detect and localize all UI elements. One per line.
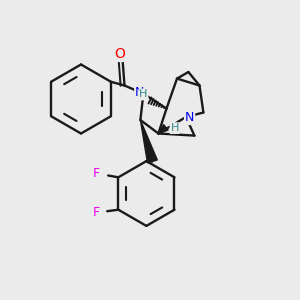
Polygon shape	[140, 120, 157, 163]
Text: N: N	[135, 85, 145, 99]
Text: F: F	[92, 206, 99, 219]
Text: O: O	[115, 47, 125, 61]
Text: H: H	[170, 123, 179, 133]
Text: N: N	[185, 111, 194, 124]
Text: F: F	[93, 167, 100, 180]
Text: H: H	[139, 89, 148, 100]
